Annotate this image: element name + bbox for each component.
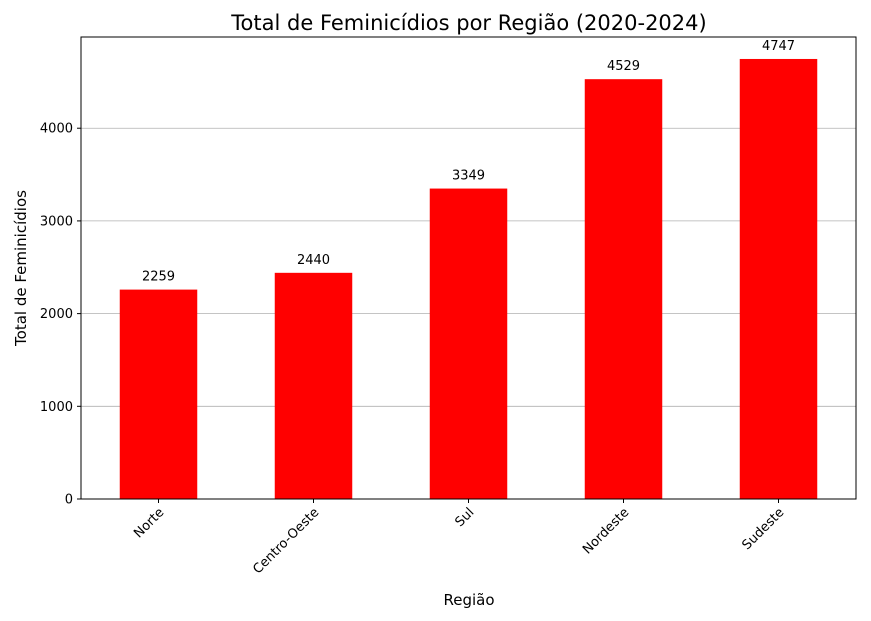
x-tick-label: Centro-Oeste	[250, 505, 322, 577]
y-tick-label: 3000	[40, 214, 73, 229]
y-tick-label: 4000	[40, 122, 73, 137]
y-tick-label: 2000	[40, 307, 73, 322]
y-axis-label: Total de Feminicídios	[12, 190, 30, 347]
x-tick-label: Sul	[453, 505, 478, 530]
x-axis-ticks: Norte Centro-Oeste Sul Nordeste Sudeste	[131, 499, 787, 577]
data-labels: 2259 2440 3349 4529 4747	[142, 39, 795, 285]
x-tick-label: Sudeste	[740, 505, 788, 553]
data-label: 4529	[607, 59, 640, 74]
plot-frame	[80, 36, 857, 500]
data-label: 2259	[142, 270, 175, 285]
bars	[119, 58, 818, 499]
bar-norte	[119, 289, 198, 499]
data-label: 3349	[452, 169, 485, 184]
data-label: 2440	[297, 253, 330, 268]
bar-sudeste	[739, 58, 818, 499]
bar-sul	[429, 188, 508, 499]
bar-centro-oeste	[274, 272, 353, 499]
data-label: 4747	[762, 39, 795, 54]
y-axis-ticks: 0 1000 2000 3000 4000	[40, 122, 81, 508]
y-tick-label: 1000	[40, 400, 73, 415]
y-tick-label: 0	[65, 493, 73, 508]
x-tick-label: Norte	[131, 505, 167, 541]
x-tick-label: Nordeste	[580, 505, 632, 557]
bar-nordeste	[584, 79, 663, 499]
x-axis-label: Região	[443, 591, 494, 609]
chart-title: Total de Feminicídios por Região (2020-2…	[230, 11, 706, 35]
